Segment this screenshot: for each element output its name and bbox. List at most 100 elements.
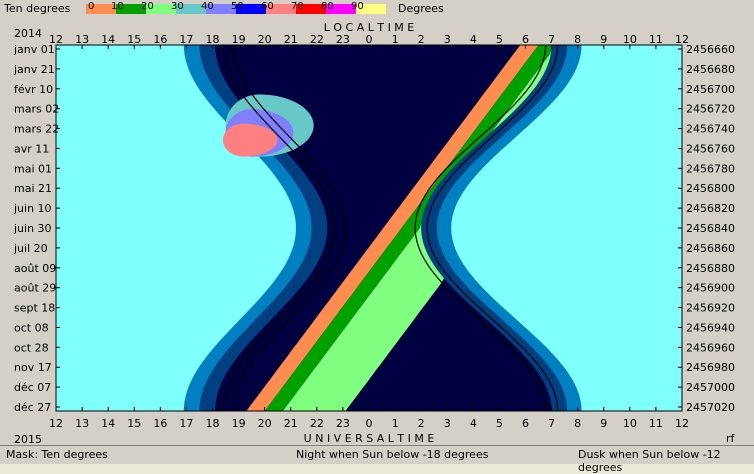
y-left-tick-label: juin 10 (13, 202, 52, 215)
y-left-tick-label: juil 20 (13, 242, 48, 255)
x-top-tick-label: 10 (623, 33, 637, 46)
legend-tick-label: 10 (111, 1, 124, 12)
x-bottom-tick-label: 16 (153, 417, 167, 430)
altitude-50-band (222, 123, 278, 157)
x-bottom-tick-label: 7 (548, 417, 555, 430)
dusk-line-morning (426, 45, 559, 411)
y-right-tick-label: 2456980 (686, 361, 735, 374)
year-top-label: 2014 (14, 27, 42, 40)
y-right-tick-label: 2456680 (686, 63, 735, 76)
y-left-tick-label: sept 18 (14, 302, 55, 315)
x-bottom-tick-label: 6 (522, 417, 529, 430)
x-bottom-tick-label: 12 (49, 417, 63, 430)
legend-swatch (176, 4, 206, 14)
y-right-tick-label: 2456720 (686, 103, 735, 116)
x-top-tick-label: 0 (366, 33, 373, 46)
x-top-tick-label: 17 (179, 33, 193, 46)
legend: Ten degrees Degrees 0 10 20 30 40 50 60 70 80 90 (0, 0, 754, 18)
legend-unit: Degrees (398, 2, 444, 15)
y-left-tick-label: janv 01 (13, 43, 55, 56)
y-left-tick-label: mars 02 (14, 103, 59, 116)
x-top-tick-label: 15 (127, 33, 141, 46)
x-bottom-tick-label: 22 (310, 417, 324, 430)
y-right-tick-label: 2456920 (686, 302, 735, 315)
y-left-tick-label: févr 10 (14, 83, 53, 96)
x-top-tick-label: 13 (75, 33, 89, 46)
y-left-tick-label: mars 22 (14, 123, 59, 136)
y-right-tick-label: 2457020 (686, 401, 735, 414)
x-bottom-tick-label: 9 (600, 417, 607, 430)
x-bottom-tick-label: 8 (574, 417, 581, 430)
bottom-axis-title: U N I V E R S A L T I M E (304, 432, 435, 445)
x-top-tick-label: 5 (496, 33, 503, 46)
y-right-tick-label: 2456660 (686, 43, 735, 56)
night-line-evening (232, 45, 346, 411)
legend-swatch (206, 4, 236, 14)
altitude-0-band (246, 45, 539, 411)
year-bottom-label: 2015 (14, 433, 42, 446)
legend-swatch (296, 4, 326, 14)
legend-tick-label: 60 (261, 1, 274, 12)
legend-tick-label: 80 (321, 1, 334, 12)
y-left-tick-label: août 09 (14, 262, 56, 275)
plot-area: 12 13 14 15 16 17 18 19 20 21 22 23 0 1 2 3 4 5 6 7 8 9 10 11 12… (13, 21, 736, 446)
x-top-tick-label: 2 (418, 33, 425, 46)
x-bottom-tick-label: 20 (258, 417, 272, 430)
y-right-tick-label: 2457000 (686, 381, 735, 394)
x-bottom-tick-label: 2 (418, 417, 425, 430)
x-top-tick-label: 12 (49, 33, 63, 46)
x-top-tick-label: 22 (310, 33, 324, 46)
status-bar: Mask: Ten degrees Night when Sun below -… (0, 445, 754, 474)
x-bottom-tick-label: 14 (101, 417, 115, 430)
x-top-tick-label: 6 (522, 33, 529, 46)
x-bottom-tick-label: 5 (496, 417, 503, 430)
x-bottom-tick-label: 4 (470, 417, 477, 430)
x-top-tick-label: 19 (232, 33, 246, 46)
legend-swatch (236, 4, 266, 14)
y-left-tick-label: mai 01 (14, 162, 52, 175)
y-right-tick-label: 2456880 (686, 262, 735, 275)
x-bottom-tick-label: 18 (206, 417, 220, 430)
x-bottom-tick-label: 11 (649, 417, 663, 430)
y-right-tick-label: 2456800 (686, 182, 735, 195)
dusk-line-evening (222, 45, 336, 411)
x-bottom-tick-label: 1 (392, 417, 399, 430)
x-bottom-tick-label: 0 (366, 417, 373, 430)
top-axis-title: L O C A L T I M E (324, 21, 415, 34)
y-left-tick-label: déc 07 (14, 381, 51, 394)
x-bottom-tick-label: 10 (623, 417, 637, 430)
legend-tick-label: 50 (231, 1, 244, 12)
legend-color-scale (86, 4, 386, 14)
x-bottom-tick-label: 17 (179, 417, 193, 430)
legend-tick-label: 70 (291, 1, 304, 12)
y-left-tick-label: juin 30 (13, 222, 52, 235)
x-top-tick-label: 9 (600, 33, 607, 46)
y-left-tick-label: oct 28 (14, 341, 49, 354)
y-left-tick-label: nov 17 (14, 361, 52, 374)
y-left-tick-label: janv 21 (13, 63, 55, 76)
x-top-tick-label: 23 (336, 33, 350, 46)
x-top-tick-label: 18 (206, 33, 220, 46)
y-left-tick-label: oct 08 (14, 321, 49, 334)
status-mask: Mask: Ten degrees (6, 448, 108, 461)
x-bottom-tick-label: 12 (675, 417, 689, 430)
status-night: Night when Sun below -18 degrees (296, 448, 489, 461)
x-top-tick-label: 8 (574, 33, 581, 46)
x-bottom-tick-label: 15 (127, 417, 141, 430)
y-left-tick-label: déc 27 (14, 401, 51, 414)
legend-swatch (326, 4, 356, 14)
y-right-tick-label: 2456760 (686, 142, 735, 155)
x-top-tick-label: 3 (444, 33, 451, 46)
y-right-tick-label: 2456820 (686, 202, 735, 215)
x-top-tick-label: 21 (284, 33, 298, 46)
y-left-tick-label: mai 21 (14, 182, 52, 195)
x-bottom-tick-label: 19 (232, 417, 246, 430)
x-bottom-tick-label: 3 (444, 417, 451, 430)
y-right-tick-label: 2456840 (686, 222, 735, 235)
x-top-tick-label: 1 (392, 33, 399, 46)
y-right-tick-label: 2456900 (686, 282, 735, 295)
x-top-tick-label: 14 (101, 33, 115, 46)
x-top-tick-label: 11 (649, 33, 663, 46)
corner-label: rf (726, 432, 736, 445)
